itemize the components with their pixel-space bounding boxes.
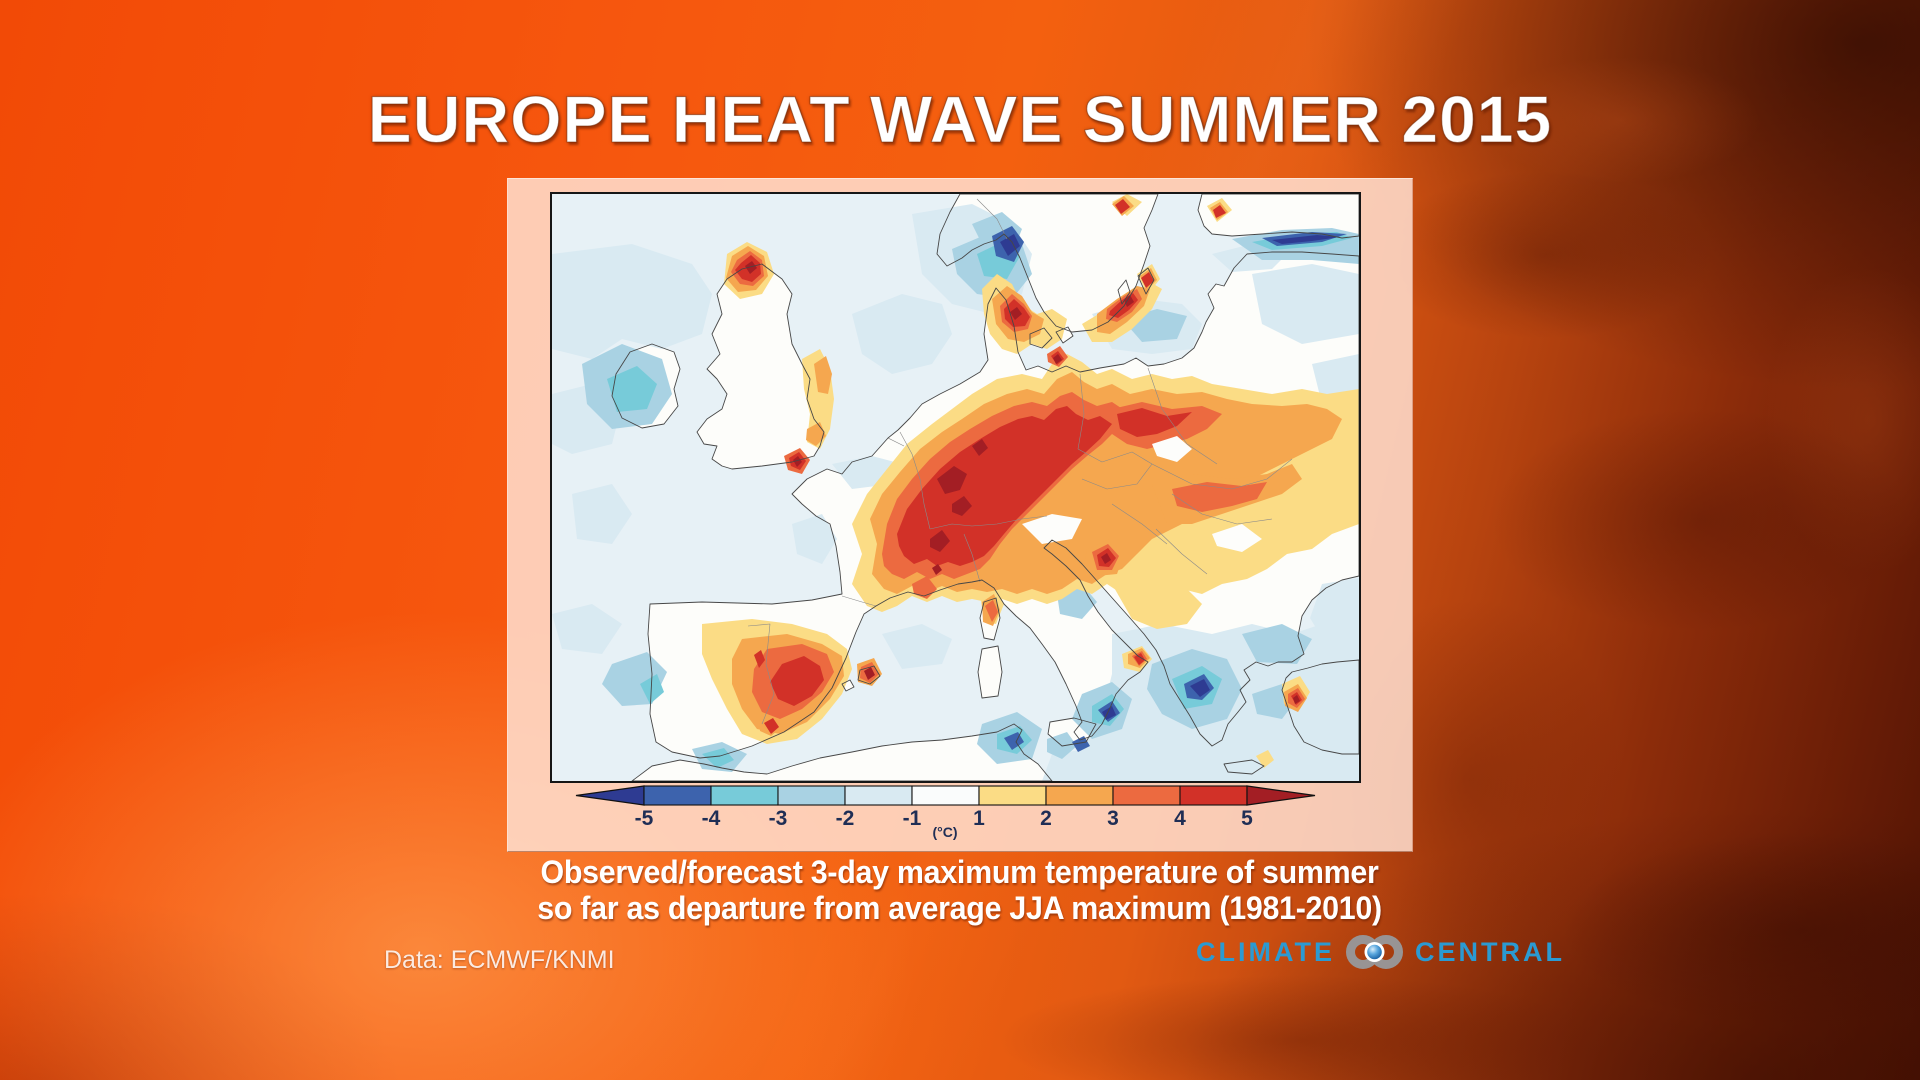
map-panel: -5 -4 -3 -2 -1 1 2 3 4 5 (°C) <box>507 178 1413 852</box>
page-title: EUROPE HEAT WAVE SUMMER 2015 <box>367 82 1553 156</box>
colorbar-left-arrow <box>575 785 645 806</box>
country-borders <box>747 198 1293 725</box>
colorbar-segments <box>643 785 1248 806</box>
tick-label: 5 <box>1241 807 1253 830</box>
tick-label: -5 <box>635 807 654 830</box>
colorbar-right-arrow <box>1246 785 1316 806</box>
tick-label: 1 <box>973 807 985 830</box>
map-caption: Observed/forecast 3-day maximum temperat… <box>0 854 1920 926</box>
tick-label: -4 <box>702 807 721 830</box>
warm-anomaly-contours <box>702 194 1359 768</box>
climate-central-rings-icon <box>1345 935 1403 969</box>
logo-word-climate: CLIMATE <box>1196 936 1335 967</box>
caption-line-1: Observed/forecast 3-day maximum temperat… <box>540 854 1380 890</box>
tick-label: -3 <box>769 807 788 830</box>
caption-line-2: so far as departure from average JJA max… <box>537 890 1383 926</box>
tick-label: 2 <box>1040 807 1052 830</box>
tick-label: -2 <box>836 807 855 830</box>
tick-label: -1 <box>903 807 922 830</box>
data-source-credit: Data: ECMWF/KNMI <box>384 946 615 974</box>
logo-word-central: CENTRAL <box>1414 936 1565 967</box>
map-svg <box>552 194 1359 781</box>
colorbar-legend: -5 -4 -3 -2 -1 1 2 3 4 5 (°C) <box>575 785 1316 840</box>
tick-label: 3 <box>1107 807 1119 830</box>
climate-central-logo: CLIMATE CENTRAL <box>1196 932 1565 972</box>
cool-anomaly-contours <box>552 204 1359 781</box>
europe-anomaly-map <box>550 192 1361 783</box>
colorbar-unit-label: (°C) <box>932 824 957 840</box>
tick-label: 4 <box>1174 807 1186 830</box>
colorbar-ticks: -5 -4 -3 -2 -1 1 2 3 4 5 <box>635 807 1254 830</box>
